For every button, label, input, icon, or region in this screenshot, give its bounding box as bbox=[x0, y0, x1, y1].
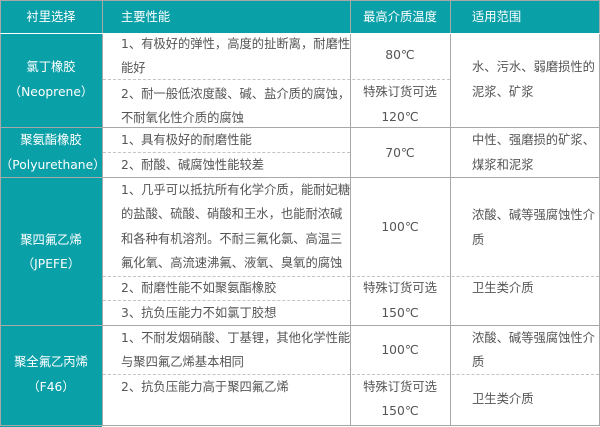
header-usage: 适用范围 bbox=[472, 10, 522, 24]
usage-line: 浓酸、碱等强腐蚀性介 bbox=[472, 331, 595, 345]
usage-line: 泥浆、矿浆 bbox=[472, 85, 534, 99]
header-properties: 主要性能 bbox=[121, 10, 171, 24]
usage-line: 卫生类介质 bbox=[472, 392, 534, 406]
lining-column bbox=[0, 33, 102, 427]
lining-name: 聚氨酯橡胶 bbox=[20, 133, 82, 147]
temp-value: 70℃ bbox=[385, 146, 415, 160]
usage-line: 水、污水、弱磨损性的 bbox=[472, 60, 595, 74]
usage-line: 浓酸、碱等强腐蚀性介 bbox=[472, 208, 595, 222]
temp-note: 特殊订货可选 bbox=[363, 281, 437, 295]
temp-value: 150℃ bbox=[381, 404, 419, 418]
lining-name: 氯丁橡胶 bbox=[26, 60, 76, 74]
lining-name-en: （Polyurethane） bbox=[0, 158, 106, 172]
property-line: 1、几乎可以抵抗所有化学介质，能耐妃糖 bbox=[121, 183, 351, 197]
property-line: 3、抗负压能力不如氯丁胶想 bbox=[121, 306, 277, 320]
header-max-temp: 最高介质温度 bbox=[363, 10, 437, 24]
property-line: 与聚四氟乙烯基本相同 bbox=[121, 355, 244, 369]
lining-name-en: （Neoprene） bbox=[8, 85, 94, 99]
property-line: 能好 bbox=[121, 61, 146, 75]
temp-value: 150℃ bbox=[381, 306, 419, 320]
temp-value: 100℃ bbox=[381, 343, 419, 357]
property-line: 1、具有极好的耐磨性能 bbox=[121, 133, 252, 147]
lining-name: 聚四氟乙烯 bbox=[20, 233, 82, 247]
usage-line: 质 bbox=[472, 233, 485, 247]
property-line: 1、有极好的弹性，高度的扯断离，耐磨性 bbox=[121, 37, 351, 51]
header-lining: 衬里选择 bbox=[26, 10, 76, 24]
table-header bbox=[0, 0, 600, 33]
temp-value: 80℃ bbox=[385, 48, 415, 62]
usage-line: 煤浆和泥浆 bbox=[472, 158, 534, 172]
property-line: 氟化氧、高流速沸氟、液氧、臭氧的腐蚀 bbox=[121, 256, 343, 270]
temp-value: 100℃ bbox=[381, 220, 419, 234]
property-line: 1、不耐发烟硝酸、丁基锂，其他化学性能 bbox=[121, 331, 351, 345]
temp-note: 特殊订货可选 bbox=[363, 380, 437, 394]
lining-name: 聚全氟乙丙烯 bbox=[14, 355, 88, 369]
property-line: 不耐氧化性介质的腐蚀 bbox=[121, 111, 244, 125]
usage-line: 质 bbox=[472, 355, 485, 369]
property-line: 和各种有机溶剂。不耐三氟化氯、高温三 bbox=[121, 232, 343, 246]
property-line: 2、耐一般低浓度酸、碱、盐介质的腐蚀， bbox=[121, 87, 351, 101]
property-line: 2、耐磨性能不如聚氨酯橡胶 bbox=[121, 281, 277, 295]
property-line: 2、耐酸、碱腐蚀性能较差 bbox=[121, 158, 265, 172]
temp-value: 120℃ bbox=[381, 110, 419, 124]
lining-name-en: （JPEFE） bbox=[21, 257, 81, 271]
property-line: 的盐酸、硫酸、硝酸和王水，也能耐浓碱 bbox=[121, 207, 343, 221]
temp-note: 特殊订货可选 bbox=[363, 85, 437, 99]
property-line: 2、抗负压能力高于聚四氟乙烯 bbox=[121, 380, 289, 394]
lining-name-en: （F46） bbox=[27, 380, 75, 394]
usage-line: 中性、强磨损的矿浆、 bbox=[472, 133, 595, 147]
usage-line: 卫生类介质 bbox=[472, 281, 534, 295]
